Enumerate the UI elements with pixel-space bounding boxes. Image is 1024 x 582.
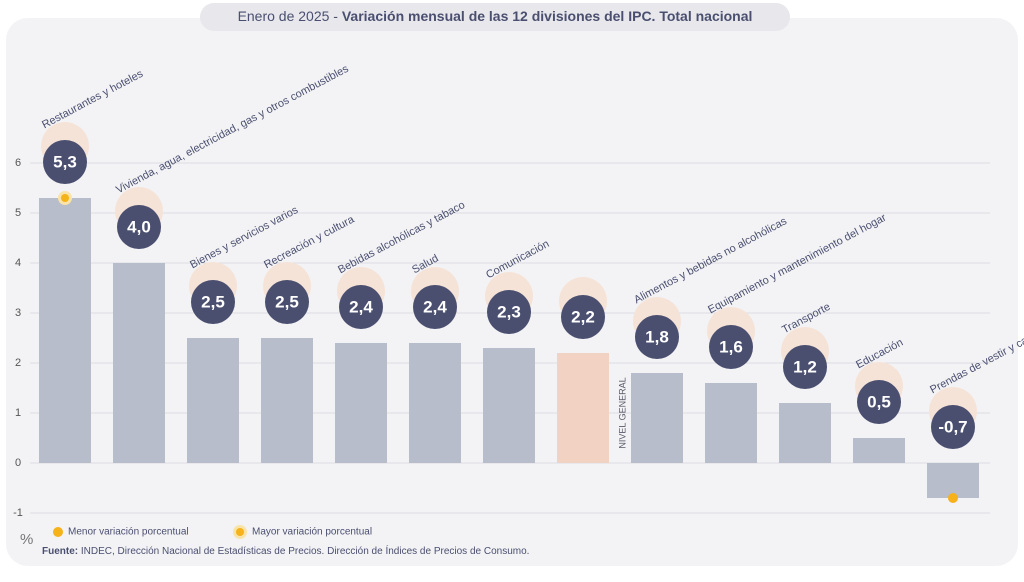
value-label: 1,6 [719, 337, 743, 356]
value-badge [635, 315, 679, 359]
value-badge [413, 285, 457, 329]
title-prefix: Enero de 2025 - [238, 8, 339, 24]
legend-label: Mayor variación porcentual [252, 527, 372, 538]
value-label: 0,5 [867, 392, 891, 411]
value-badge [931, 405, 975, 449]
value-label: 2,4 [423, 297, 447, 316]
bar [705, 383, 757, 463]
y-axis-label: % [20, 531, 33, 548]
y-tick-label: 3 [15, 307, 21, 319]
value-badge [265, 280, 309, 324]
legend-swatch-max [236, 528, 244, 536]
y-tick-label: 1 [15, 407, 21, 419]
y-tick-label: 6 [15, 157, 21, 169]
value-badge [709, 325, 753, 369]
title-main: Variación mensual de las 12 divisiones d… [342, 8, 753, 24]
value-badge [487, 290, 531, 334]
value-label: 2,3 [497, 302, 521, 321]
value-label: 1,8 [645, 327, 669, 346]
y-tick-label: 2 [15, 357, 21, 369]
value-label: -0,7 [938, 417, 967, 436]
bar [409, 343, 461, 463]
y-tick-label: 0 [15, 457, 21, 469]
min-marker [948, 493, 958, 503]
y-tick-label: 5 [15, 207, 21, 219]
source: Fuente: INDEC, Dirección Nacional de Est… [42, 544, 529, 557]
bar [557, 353, 609, 463]
bar [853, 438, 905, 463]
bar [927, 463, 979, 498]
source-label: Fuente: [42, 546, 78, 557]
max-marker [61, 194, 69, 202]
value-label: 2,2 [571, 307, 595, 326]
value-label: 2,4 [349, 297, 373, 316]
bar [39, 198, 91, 463]
value-badge [783, 345, 827, 389]
legend-swatch-min [53, 527, 63, 537]
y-tick-label: 4 [15, 257, 21, 269]
bar-inner-label: NIVEL GENERAL [617, 377, 627, 448]
title-pill [200, 3, 790, 31]
value-badge [857, 380, 901, 424]
bar [779, 403, 831, 463]
value-label: 1,2 [793, 357, 817, 376]
value-label: 2,5 [275, 292, 299, 311]
bar [335, 343, 387, 463]
value-badge [561, 295, 605, 339]
bar [261, 338, 313, 463]
value-badge [43, 140, 87, 184]
source-text: INDEC, Dirección Nacional de Estadística… [81, 544, 530, 557]
bar [483, 348, 535, 463]
bar [631, 373, 683, 463]
value-label: 4,0 [127, 217, 151, 236]
value-badge [117, 205, 161, 249]
value-badge [339, 285, 383, 329]
bar [113, 263, 165, 463]
value-badge [191, 280, 235, 324]
chart-title: Enero de 2025 - Variación mensual de las… [238, 8, 753, 24]
y-tick-label: -1 [13, 507, 23, 519]
bar [187, 338, 239, 463]
value-label: 2,5 [201, 292, 225, 311]
value-label: 5,3 [53, 152, 77, 171]
legend-label: Menor variación porcentual [68, 527, 189, 538]
